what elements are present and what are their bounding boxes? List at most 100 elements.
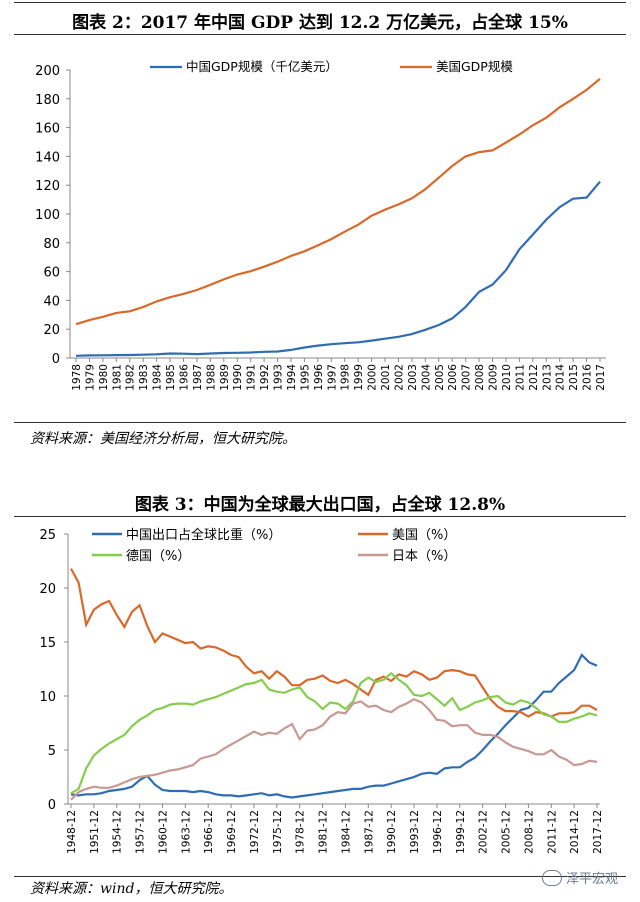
chart2-y-tick-label: 10 bbox=[39, 690, 56, 705]
chart2-bottom-rule bbox=[14, 876, 626, 877]
chart2-x-tick-label: 2011-12 bbox=[546, 810, 558, 854]
chart1-x-tick-label: 2001 bbox=[380, 364, 392, 391]
chart2-y-tick-label: 20 bbox=[39, 582, 56, 597]
chart2-x-tick-label: 1954-12 bbox=[112, 810, 124, 854]
chart2-x-tick-label: 2008-12 bbox=[523, 810, 535, 854]
chart1-y-tick-label: 160 bbox=[35, 122, 60, 137]
chart1-x-tick-label: 1987 bbox=[192, 364, 204, 391]
chart1-x-tick-label: 1984 bbox=[152, 364, 164, 391]
chart2-x-tick-label: 1966-12 bbox=[203, 810, 215, 854]
chart1-x-tick-label: 2015 bbox=[568, 364, 580, 391]
chart1-x-tick-label: 1986 bbox=[178, 364, 190, 391]
chart2-x-tick-label: 1948-12 bbox=[66, 810, 78, 854]
chart2-x-tick-label: 1972-12 bbox=[249, 810, 261, 854]
chart1-bottom-rule bbox=[14, 422, 626, 423]
chart1-y-tick-label: 20 bbox=[43, 323, 60, 338]
chart1-y-tick-label: 120 bbox=[35, 179, 60, 194]
chart1-x-tick-label: 2012 bbox=[528, 364, 540, 391]
chart2-y-tick-label: 15 bbox=[39, 636, 56, 651]
chart1-x-tick-label: 2014 bbox=[555, 364, 567, 391]
chart2-x-tick-label: 1996-12 bbox=[432, 810, 444, 854]
chart2-x-tick-label: 1981-12 bbox=[318, 810, 330, 854]
chart2-x-tick-label: 1993-12 bbox=[409, 810, 421, 854]
chart1-y-tick-label: 180 bbox=[35, 93, 60, 108]
chart2-x-tick-label: 1984-12 bbox=[340, 810, 352, 854]
chart1-x-tick-label: 1978 bbox=[71, 364, 83, 391]
chart1-y-tick-label: 80 bbox=[43, 237, 60, 252]
chart1-x-tick-label: 1989 bbox=[219, 364, 231, 391]
wechat-icon bbox=[541, 870, 562, 886]
chart2-y-tick-label: 25 bbox=[39, 528, 56, 543]
chart2-x-tick-label: 1960-12 bbox=[157, 810, 169, 854]
chart1-y-tick-label: 60 bbox=[43, 266, 60, 281]
chart2-legend-label-3: 日本（%） bbox=[392, 549, 456, 564]
chart2-x-tick-label: 1963-12 bbox=[180, 810, 192, 854]
chart2-source: 资料来源：wind，恒大研究院。 bbox=[30, 881, 233, 897]
chart1-legend-label-1: 美国GDP规模 bbox=[436, 59, 513, 74]
chart1-x-tick-label: 1997 bbox=[326, 364, 338, 391]
chart2-x-tick-label: 1951-12 bbox=[89, 810, 101, 854]
chart1-top-rule bbox=[14, 2, 626, 3]
chart1-x-tick-label: 1982 bbox=[125, 364, 137, 391]
chart1-x-tick-label: 1983 bbox=[138, 364, 150, 391]
chart1-x-tick-label: 1994 bbox=[286, 364, 298, 391]
chart1-x-tick-label: 1991 bbox=[246, 364, 258, 391]
chart2-y-tick-label: 0 bbox=[48, 798, 56, 813]
chart1-x-tick-label: 1981 bbox=[111, 364, 123, 391]
chart1-x-tick-label: 2016 bbox=[582, 364, 594, 391]
chart2-x-tick-label: 2014-12 bbox=[569, 810, 581, 854]
chart2-title-rule bbox=[14, 516, 626, 517]
chart1-x-tick-label: 1993 bbox=[273, 364, 285, 391]
chart2-series-line-1 bbox=[70, 568, 598, 718]
chart2-x-tick-label: 1975-12 bbox=[272, 810, 284, 854]
chart2-y-tick-label: 5 bbox=[48, 744, 56, 759]
chart1-x-tick-label: 2003 bbox=[407, 364, 419, 391]
chart1-x-tick-label: 1990 bbox=[232, 364, 244, 391]
chart1-x-tick-label: 2011 bbox=[514, 364, 526, 391]
watermark: 泽平宏观 bbox=[541, 868, 618, 887]
chart1-series-line-1 bbox=[75, 77, 601, 326]
chart2-series-line-2 bbox=[70, 671, 598, 795]
chart1-x-tick-label: 2000 bbox=[367, 364, 379, 391]
chart1-x-tick-label: 2013 bbox=[541, 364, 553, 391]
chart1-x-tick-label: 1998 bbox=[340, 364, 352, 391]
chart1-x-tick-label: 2006 bbox=[447, 364, 459, 391]
chart2-x-tick-label: 1978-12 bbox=[295, 810, 307, 854]
chart1-x-tick-label: 1992 bbox=[259, 364, 271, 391]
chart1-x-tick-label: 2005 bbox=[434, 364, 446, 391]
chart2-x-tick-label: 1957-12 bbox=[135, 810, 147, 854]
chart1-y-tick-label: 100 bbox=[35, 208, 60, 223]
chart1-y-tick-label: 40 bbox=[43, 294, 60, 309]
chart1-x-tick-label: 2007 bbox=[461, 364, 473, 391]
chart2-x-tick-label: 1999-12 bbox=[455, 810, 467, 854]
chart2-legend-label-2: 德国（%） bbox=[126, 549, 190, 564]
chart1-x-tick-label: 1995 bbox=[299, 364, 311, 391]
chart2-x-tick-label: 2005-12 bbox=[501, 810, 513, 854]
chart2-legend-label-1: 美国（%） bbox=[392, 528, 456, 543]
chart1-x-tick-label: 1979 bbox=[84, 364, 96, 391]
chart1-title: 图表 2：2017 年中国 GDP 达到 12.2 万亿美元，占全球 15% bbox=[72, 13, 568, 33]
chart1-x-tick-label: 1988 bbox=[205, 364, 217, 391]
chart1-title-rule bbox=[14, 34, 626, 35]
chart2-x-tick-label: 1990-12 bbox=[386, 810, 398, 854]
chart1-source: 资料来源：美国经济分析局，恒大研究院。 bbox=[30, 431, 296, 447]
watermark-text: 泽平宏观 bbox=[565, 872, 618, 887]
chart1-y-tick-label: 0 bbox=[52, 352, 60, 367]
chart2-legend-label-0: 中国出口占全球比重（%） bbox=[126, 527, 281, 543]
chart1-y-tick-label: 140 bbox=[35, 150, 60, 165]
chart1-x-tick-label: 2009 bbox=[488, 364, 500, 391]
chart1-series-line-0 bbox=[75, 180, 601, 357]
chart1-legend-label-0: 中国GDP规模（千亿美元） bbox=[186, 59, 338, 74]
chart1-y-tick-label: 200 bbox=[35, 64, 60, 79]
chart1-x-tick-label: 1996 bbox=[313, 364, 325, 391]
chart2-x-tick-label: 1987-12 bbox=[363, 810, 375, 854]
chart1-x-tick-label: 2008 bbox=[474, 364, 486, 391]
chart1-x-tick-label: 1985 bbox=[165, 364, 177, 391]
chart2-x-tick-label: 2002-12 bbox=[478, 810, 490, 854]
chart2-x-tick-label: 1969-12 bbox=[226, 810, 238, 854]
chart2-x-tick-label: 2017-12 bbox=[592, 810, 604, 854]
chart1-x-tick-label: 2017 bbox=[595, 364, 607, 391]
chart2-title: 图表 3：中国为全球最大出口国，占全球 12.8% bbox=[134, 495, 506, 515]
chart1-x-tick-label: 2004 bbox=[420, 364, 432, 391]
